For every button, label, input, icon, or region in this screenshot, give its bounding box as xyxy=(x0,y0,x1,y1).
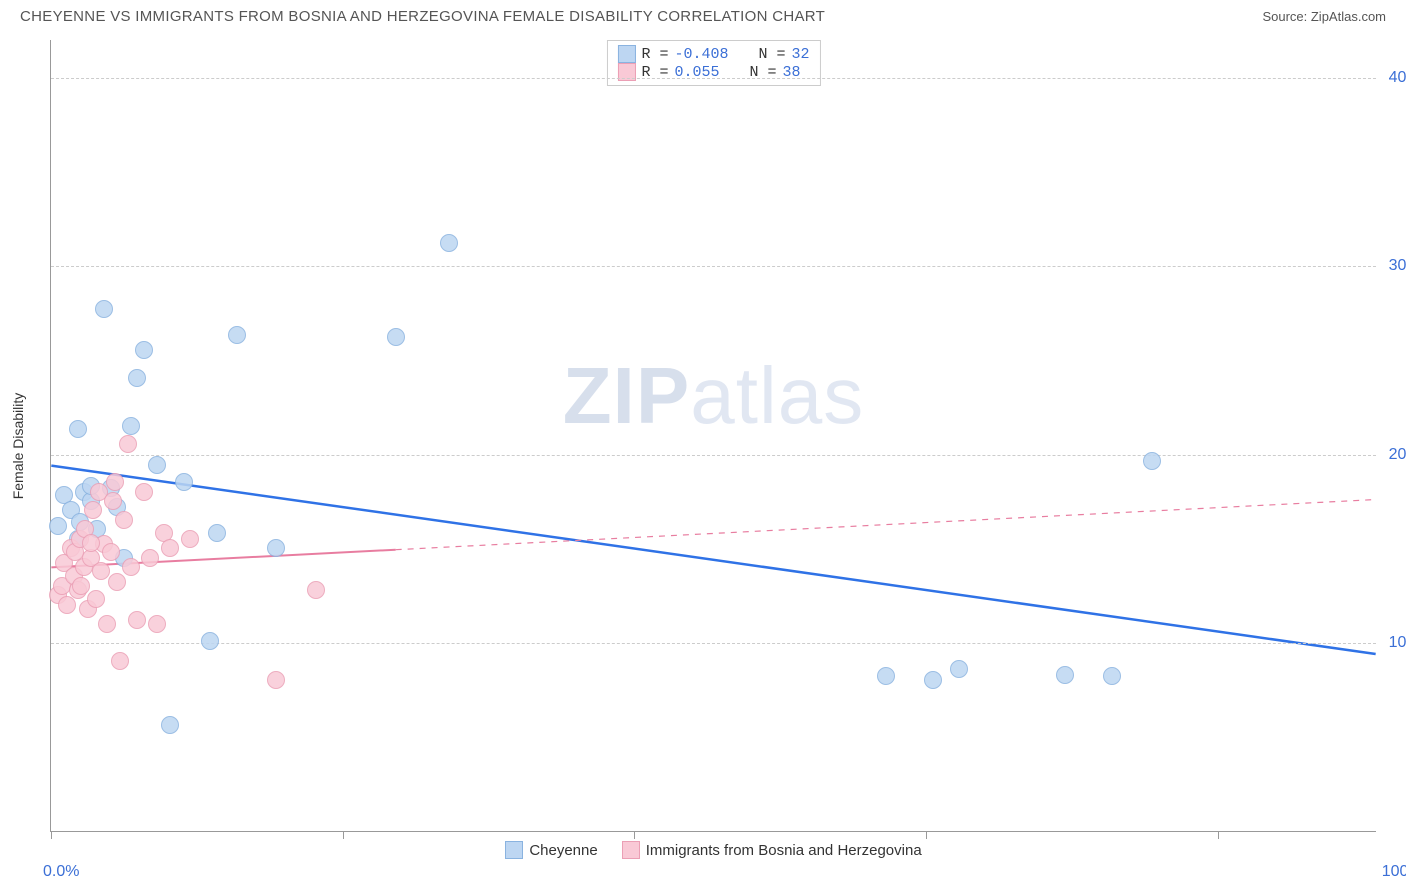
data-point xyxy=(141,549,159,567)
data-point xyxy=(69,420,87,438)
data-point xyxy=(87,590,105,608)
data-point xyxy=(440,234,458,252)
data-point xyxy=(104,492,122,510)
data-point xyxy=(111,652,129,670)
x-tick xyxy=(926,831,927,839)
data-point xyxy=(924,671,942,689)
data-point xyxy=(175,473,193,491)
data-point xyxy=(115,511,133,529)
data-point xyxy=(267,539,285,557)
data-point xyxy=(82,534,100,552)
trend-lines-layer xyxy=(51,40,1376,831)
gridline xyxy=(51,266,1376,267)
legend-swatch xyxy=(617,45,635,63)
data-point xyxy=(58,596,76,614)
data-point xyxy=(128,611,146,629)
gridline xyxy=(51,643,1376,644)
data-point xyxy=(877,667,895,685)
data-point xyxy=(72,577,90,595)
legend-swatch xyxy=(505,841,523,859)
data-point xyxy=(92,562,110,580)
data-point xyxy=(135,341,153,359)
data-point xyxy=(95,300,113,318)
data-point xyxy=(122,558,140,576)
data-point xyxy=(181,530,199,548)
data-point xyxy=(102,543,120,561)
data-point xyxy=(106,473,124,491)
legend-swatch xyxy=(622,841,640,859)
x-tick xyxy=(1218,831,1219,839)
x-tick xyxy=(634,831,635,839)
data-point xyxy=(201,632,219,650)
data-point xyxy=(128,369,146,387)
data-point xyxy=(950,660,968,678)
data-point xyxy=(84,501,102,519)
data-point xyxy=(108,573,126,591)
data-point xyxy=(387,328,405,346)
y-tick-label: 10.0% xyxy=(1389,634,1406,652)
data-point xyxy=(148,615,166,633)
data-point xyxy=(148,456,166,474)
legend-label: Immigrants from Bosnia and Herzegovina xyxy=(646,842,922,859)
data-point xyxy=(98,615,116,633)
x-tick xyxy=(51,831,52,839)
data-point xyxy=(122,417,140,435)
data-point xyxy=(119,435,137,453)
data-point xyxy=(267,671,285,689)
x-tick xyxy=(343,831,344,839)
watermark: ZIPatlas xyxy=(563,350,864,442)
gridline xyxy=(51,78,1376,79)
data-point xyxy=(1056,666,1074,684)
y-axis-label: Female Disability xyxy=(10,393,26,500)
data-point xyxy=(1103,667,1121,685)
y-tick-label: 30.0% xyxy=(1389,257,1406,275)
correlation-legend: R = -0.408 N = 32R = 0.055 N = 38 xyxy=(606,40,820,86)
data-point xyxy=(228,326,246,344)
y-tick-label: 40.0% xyxy=(1389,69,1406,87)
data-point xyxy=(49,517,67,535)
y-tick-label: 20.0% xyxy=(1389,446,1406,464)
data-point xyxy=(307,581,325,599)
gridline xyxy=(51,455,1376,456)
data-point xyxy=(208,524,226,542)
legend-label: Cheyenne xyxy=(529,842,597,859)
data-point xyxy=(1143,452,1161,470)
chart-title: CHEYENNE VS IMMIGRANTS FROM BOSNIA AND H… xyxy=(20,8,825,25)
series-legend: Cheyenne Immigrants from Bosnia and Herze… xyxy=(51,841,1376,859)
data-point xyxy=(135,483,153,501)
x-max-label: 100.0% xyxy=(1382,863,1406,881)
scatter-chart: ZIPatlas R = -0.408 N = 32R = 0.055 N = … xyxy=(50,40,1376,832)
legend-row: R = -0.408 N = 32 xyxy=(617,45,809,63)
data-point xyxy=(161,539,179,557)
x-min-label: 0.0% xyxy=(43,863,79,881)
data-point xyxy=(161,716,179,734)
legend-item: Cheyenne xyxy=(505,841,597,859)
source-label: Source: ZipAtlas.com xyxy=(1262,9,1386,24)
legend-item: Immigrants from Bosnia and Herzegovina xyxy=(622,841,922,859)
